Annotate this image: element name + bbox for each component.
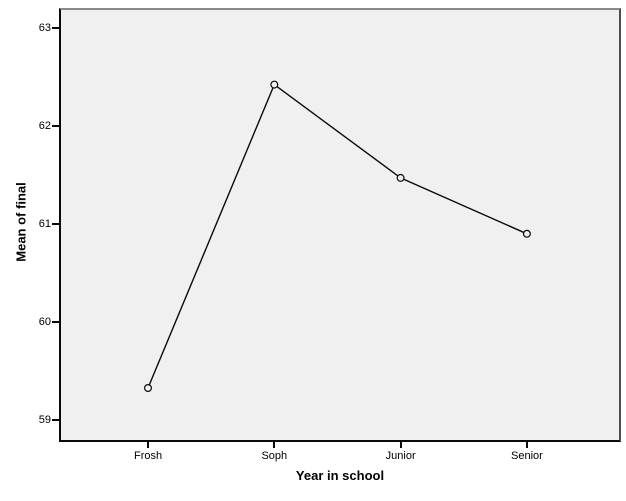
data-point-marker [522, 229, 531, 238]
y-tick-label: 59 [38, 414, 51, 427]
y-axis-tick-mark [52, 26, 59, 29]
y-axis-tick-mark [52, 321, 59, 324]
y-tick-label: 61 [38, 218, 51, 231]
x-tick-label: Senior [511, 450, 543, 462]
x-axis-tick-mark [525, 442, 528, 448]
data-point-marker [396, 173, 405, 182]
x-tick-label: Junior [385, 450, 416, 462]
x-axis-tick-mark [273, 442, 276, 448]
y-tick-label: 63 [38, 21, 51, 34]
y-tick-label: 62 [38, 119, 51, 132]
y-axis-tick-mark [52, 124, 59, 127]
data-point-marker [270, 80, 279, 89]
x-tick-label: Frosh [133, 450, 163, 462]
x-axis-tick-mark [147, 442, 150, 448]
y-tick-label: 60 [38, 316, 51, 329]
data-line [147, 83, 528, 389]
y-axis-tick-mark [52, 223, 59, 226]
x-tick-label: Soph [261, 450, 288, 462]
y-axis-tick-mark [52, 419, 59, 422]
x-axis-title: Year in school [295, 468, 385, 483]
plot-area [59, 8, 621, 442]
data-point-marker [143, 384, 152, 393]
x-axis-tick-mark [399, 442, 402, 448]
line-series-svg [143, 80, 531, 393]
